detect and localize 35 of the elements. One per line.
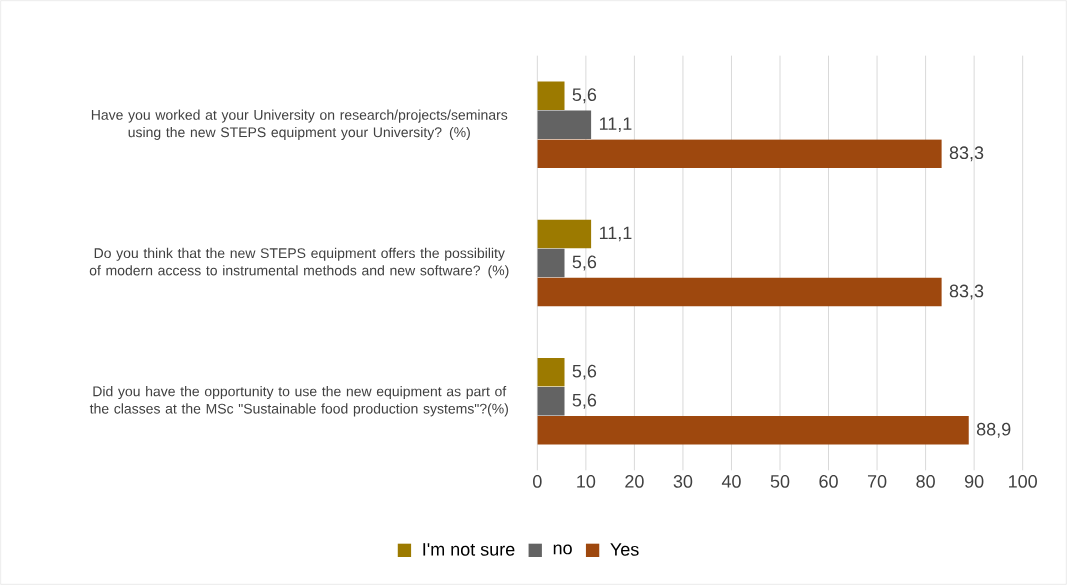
legend-label: no bbox=[553, 544, 572, 555]
x-tick-label: 0 bbox=[533, 475, 542, 488]
data-label: 11,1 bbox=[599, 117, 632, 133]
x-tick-label: 90 bbox=[964, 475, 984, 488]
data-label: 5,6 bbox=[572, 393, 597, 409]
legend-label: Yes bbox=[610, 543, 639, 556]
y-tick-label: Have you worked at your University on research/projects/seminars using the new STEPS equipment your University? (%) bbox=[91, 109, 508, 140]
bar bbox=[537, 386, 565, 416]
x-tick-label: 40 bbox=[721, 475, 741, 488]
legend-label: I'm not sure bbox=[423, 543, 515, 556]
bar bbox=[537, 248, 565, 278]
x-tick-label: 60 bbox=[819, 475, 838, 488]
bar bbox=[537, 416, 969, 445]
x-tick-label: 30 bbox=[673, 475, 693, 488]
x-tick-label: 80 bbox=[916, 475, 935, 488]
data-label: 11,1 bbox=[599, 226, 632, 242]
bar bbox=[537, 139, 942, 169]
bar bbox=[537, 219, 592, 249]
data-label: 5,6 bbox=[572, 88, 597, 104]
x-tick-label: 70 bbox=[867, 475, 887, 488]
bar bbox=[537, 81, 565, 110]
x-tick-label: 100 bbox=[1009, 475, 1037, 488]
data-label: 5,6 bbox=[572, 364, 597, 380]
x-tick-label: 50 bbox=[770, 475, 790, 488]
data-label: 83,3 bbox=[949, 146, 984, 162]
x-tick-label: 10 bbox=[577, 475, 596, 488]
data-label: 88,9 bbox=[976, 422, 1011, 438]
data-label: 83,3 bbox=[949, 284, 984, 300]
data-label: 5,6 bbox=[572, 255, 597, 271]
bar bbox=[537, 277, 942, 307]
bar bbox=[537, 357, 565, 387]
x-tick-label: 20 bbox=[625, 475, 644, 488]
y-tick-label: Do you think that the new STEPS equipment offers the possibility of modern access to instrumental methods and new software? (%) bbox=[89, 247, 509, 279]
bar bbox=[537, 110, 592, 139]
y-tick-label: Did you have the opportunity to use the new equipment as part of the classes at the MSc "Sustainable food production systems"?(%) bbox=[89, 386, 508, 417]
